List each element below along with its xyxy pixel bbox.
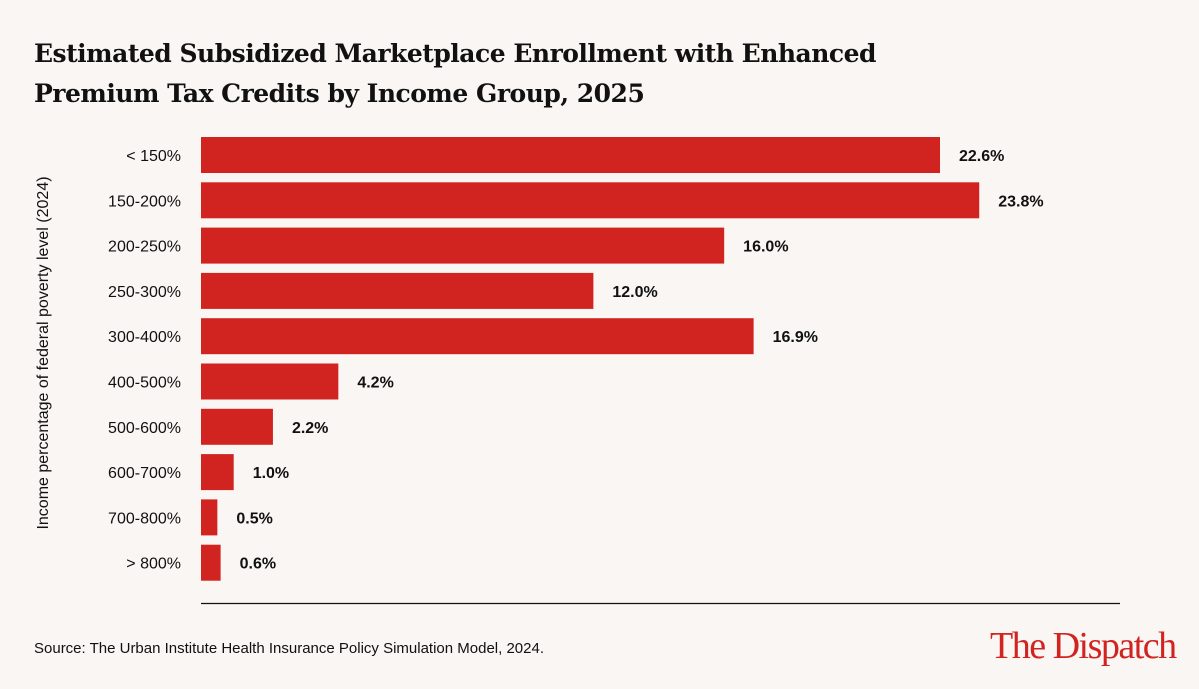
data-label: 23.8% bbox=[998, 193, 1043, 210]
data-label: 4.2% bbox=[357, 375, 393, 392]
bar bbox=[201, 137, 940, 173]
data-label: 0.5% bbox=[236, 510, 272, 527]
category-label: 300-400% bbox=[108, 329, 181, 346]
category-label: > 800% bbox=[126, 556, 181, 573]
category-label: 700-800% bbox=[108, 510, 181, 527]
data-label: 12.0% bbox=[612, 284, 657, 301]
category-label: 150-200% bbox=[108, 193, 181, 210]
category-label: 250-300% bbox=[108, 284, 181, 301]
bar bbox=[201, 544, 221, 581]
bar bbox=[201, 363, 339, 400]
dispatch-logo: The Dispatch bbox=[990, 625, 1177, 667]
bar bbox=[201, 408, 273, 445]
data-label: 2.2% bbox=[292, 420, 328, 437]
bar bbox=[201, 182, 980, 219]
data-label: 16.0% bbox=[743, 239, 788, 256]
bar bbox=[201, 272, 594, 309]
bar bbox=[201, 318, 754, 355]
bar bbox=[201, 227, 725, 264]
bar bbox=[201, 499, 218, 536]
category-label: < 150% bbox=[126, 148, 181, 165]
data-label: 22.6% bbox=[959, 148, 1004, 165]
category-label: 500-600% bbox=[108, 420, 181, 437]
data-label: 0.6% bbox=[240, 556, 276, 573]
category-label: 200-250% bbox=[108, 239, 181, 256]
category-label: 400-500% bbox=[108, 375, 181, 392]
data-label: 1.0% bbox=[253, 465, 289, 482]
bars-group: < 150% 22.6% 150-200% 23.8% 200-250% 16.0% 250… bbox=[108, 137, 1044, 581]
bar bbox=[201, 454, 234, 491]
chart-title: Estimated Subsidized Marketplace Enrollm… bbox=[34, 39, 877, 108]
category-label: 600-700% bbox=[108, 465, 181, 482]
source-note: Source: The Urban Institute Health Insur… bbox=[34, 640, 544, 657]
y-axis-label: Income percentage of federal poverty lev… bbox=[35, 176, 52, 529]
data-label: 16.9% bbox=[773, 329, 818, 346]
